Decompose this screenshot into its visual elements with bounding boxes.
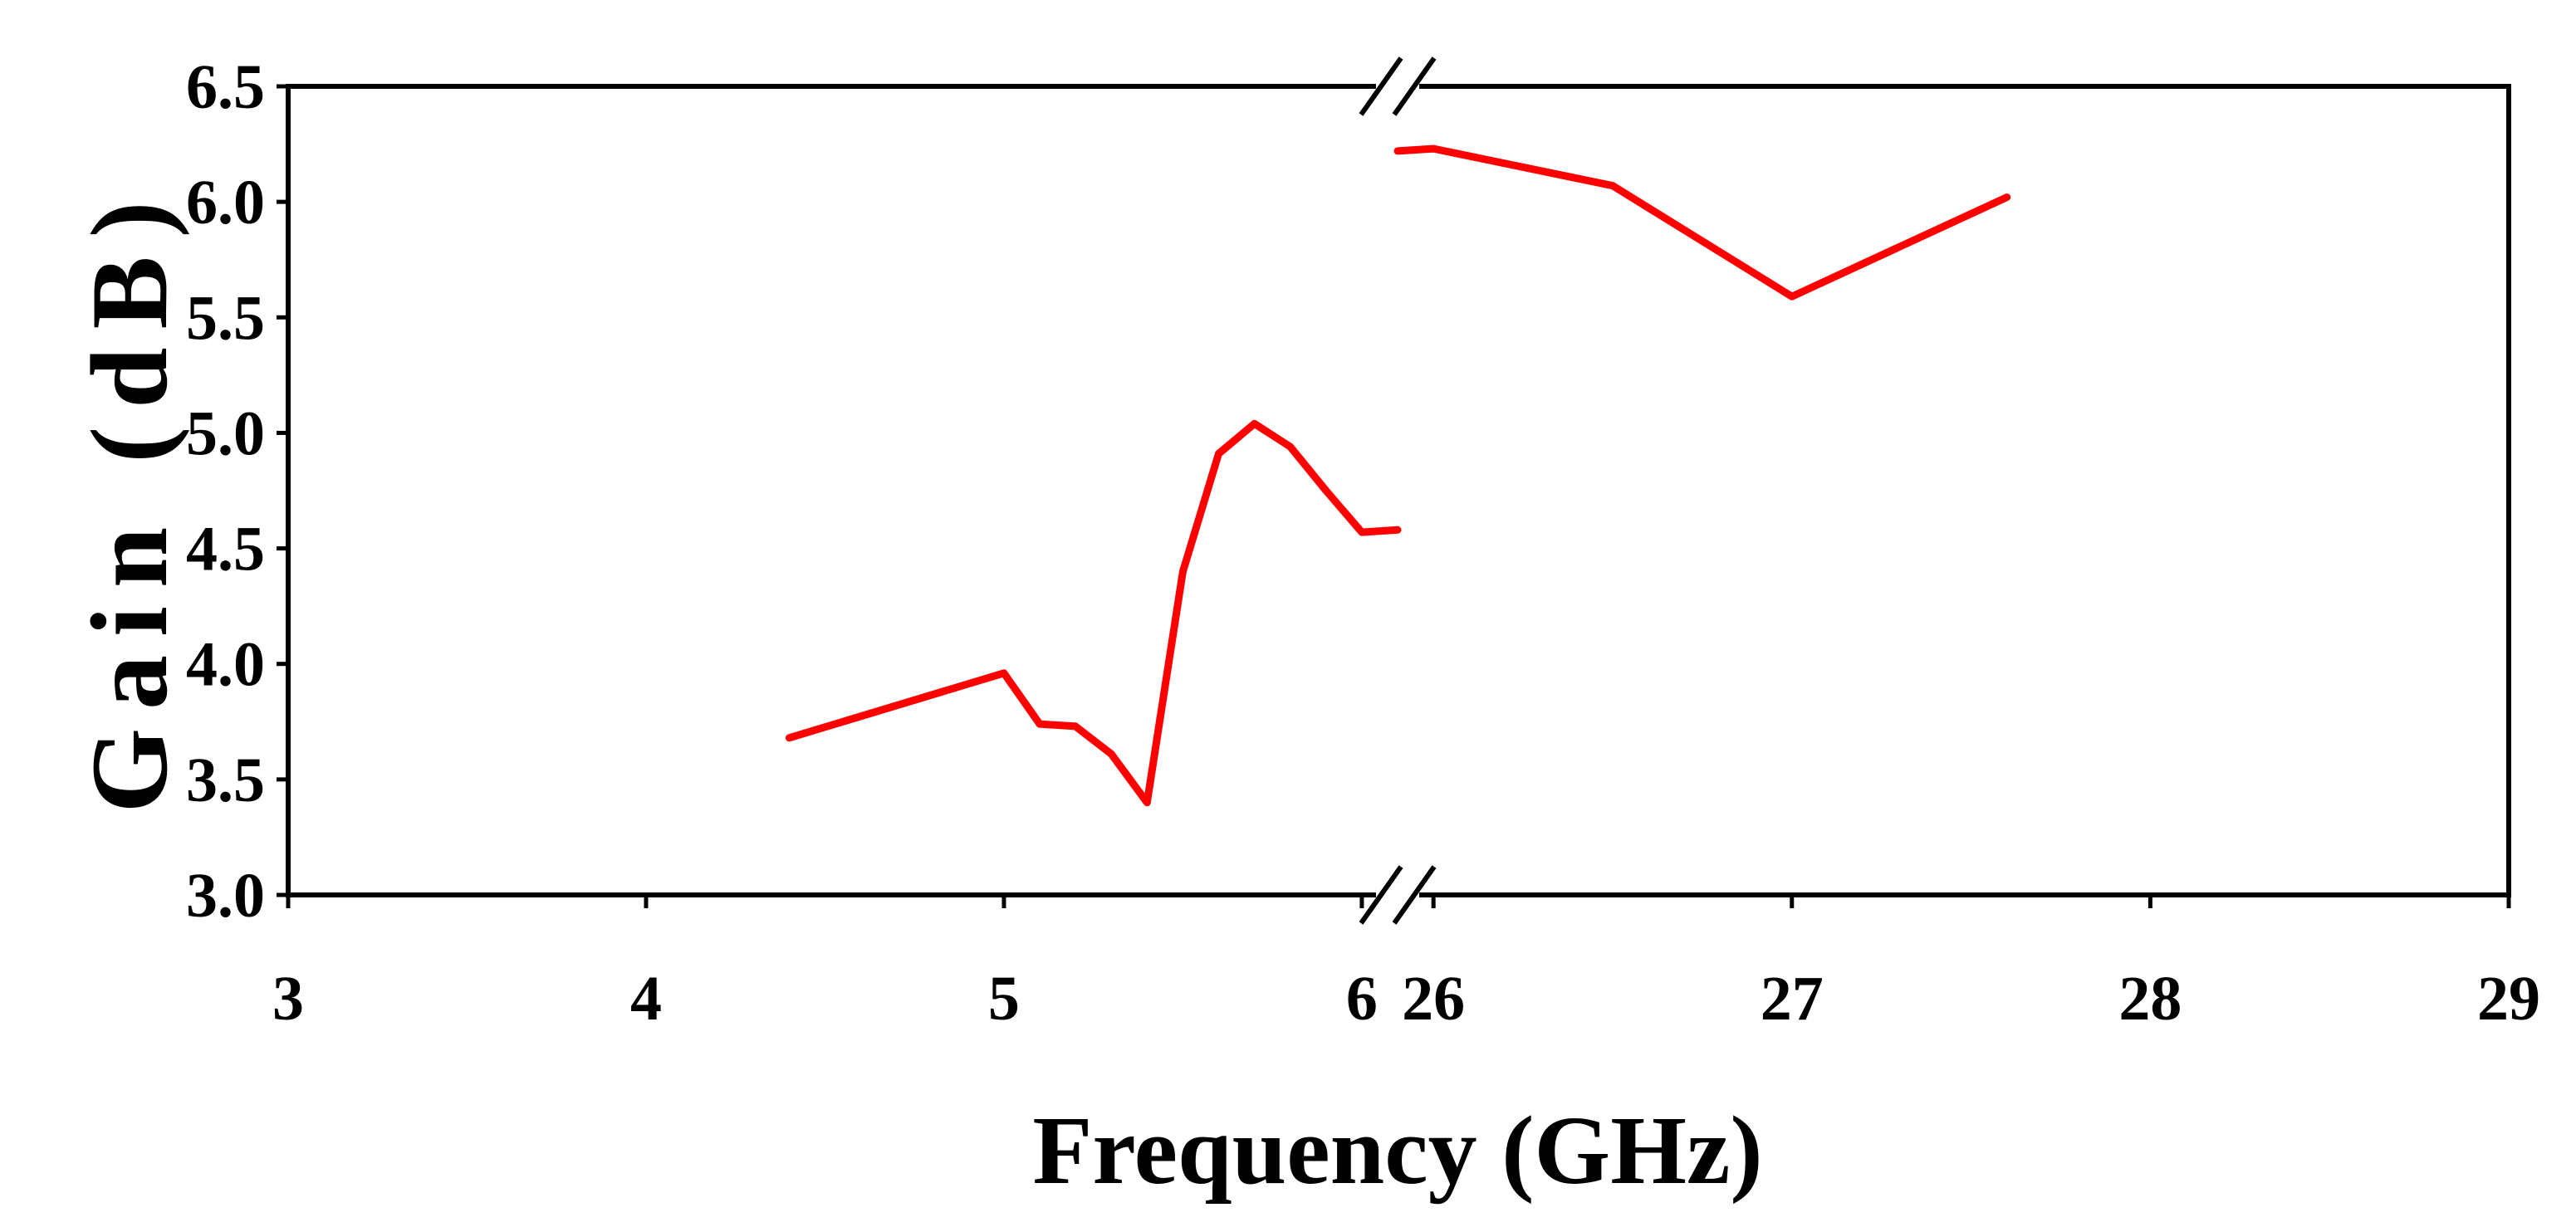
x-tick-label: 6 xyxy=(1346,964,1378,1034)
y-tick-label: 3.0 xyxy=(186,861,265,931)
axis-break-slash xyxy=(1392,56,1437,116)
x-tick-label: 27 xyxy=(1761,964,1824,1034)
y-tick-label: 5.5 xyxy=(186,283,265,353)
y-tick-label: 5.0 xyxy=(186,398,265,468)
x-tick-label: 3 xyxy=(272,964,304,1034)
y-axis-title: Gain (dB) xyxy=(68,183,190,813)
axis-break-slash xyxy=(1359,865,1403,925)
series-layer xyxy=(785,144,2011,807)
axis-break-slash xyxy=(1359,56,1403,116)
y-tick-label: 3.5 xyxy=(186,746,265,815)
x-axis-ticks: 3 4 5 6 26 27 28 29 xyxy=(272,895,2540,1034)
x-tick-label: 4 xyxy=(630,964,662,1034)
x-tick-label: 28 xyxy=(2118,964,2182,1034)
y-tick-label: 4.5 xyxy=(186,515,265,584)
y-tick-label: 4.0 xyxy=(186,630,265,700)
gain-series-line-1 xyxy=(785,419,1402,807)
gain-series-line-2 xyxy=(1393,144,2011,301)
x-tick-label: 5 xyxy=(988,964,1020,1034)
axis-break-slash xyxy=(1392,865,1437,925)
x-tick-label: 26 xyxy=(1402,964,1465,1034)
x-axis-title: Frequency (GHz) xyxy=(1032,1096,1762,1205)
axis-break-marks xyxy=(1359,56,1437,925)
y-tick-label: 6.0 xyxy=(186,168,265,237)
y-tick-label: 6.5 xyxy=(186,52,265,122)
plot-area xyxy=(286,84,2511,897)
x-tick-label: 29 xyxy=(2477,964,2540,1034)
y-axis-ticks: 3.0 3.5 4.0 4.5 5.0 5.5 6.0 6.5 xyxy=(186,52,288,931)
